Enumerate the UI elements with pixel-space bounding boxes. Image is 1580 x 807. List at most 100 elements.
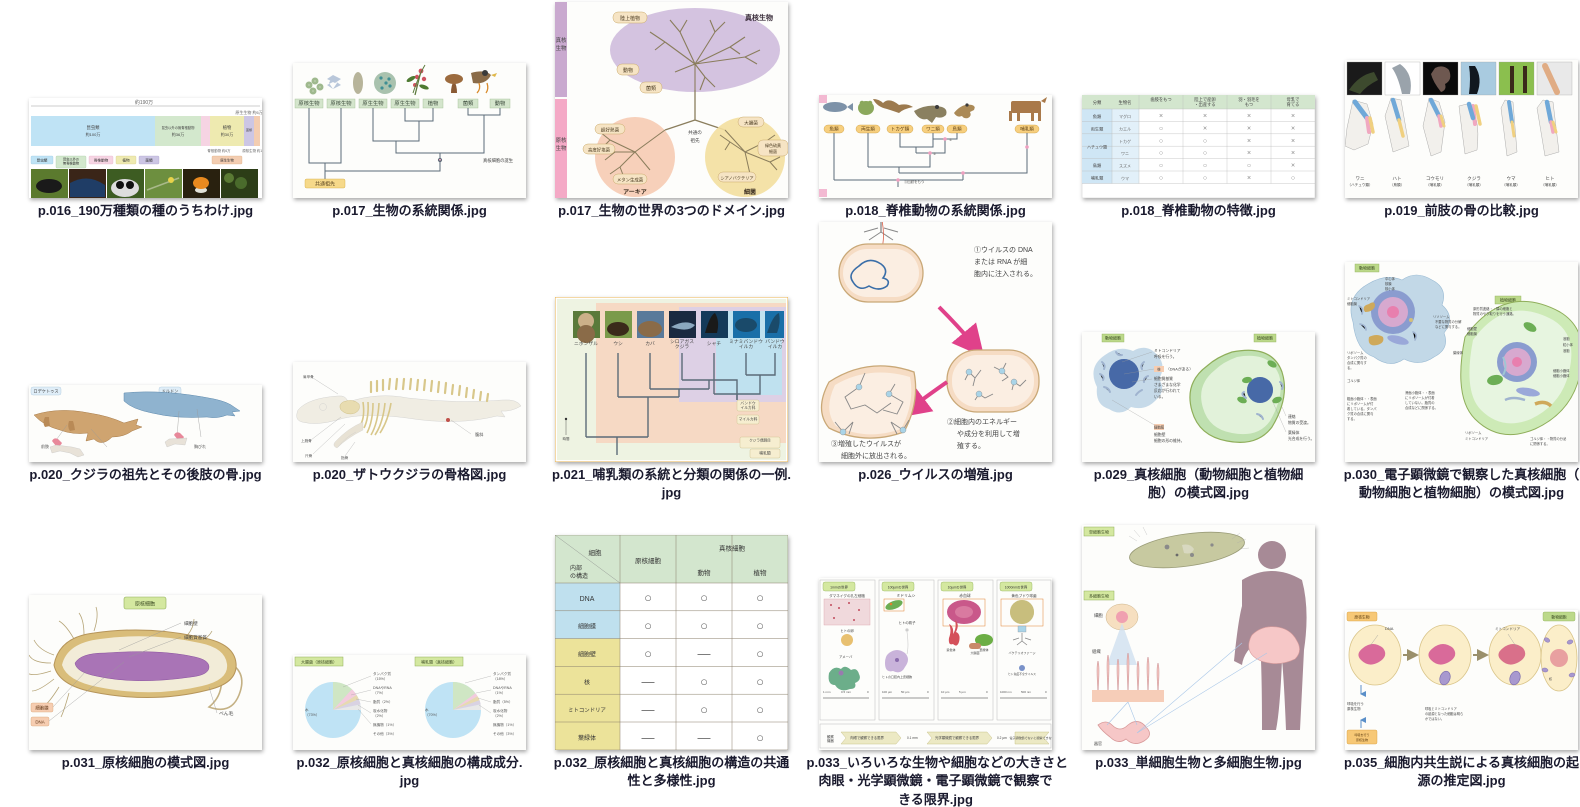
svg-text:5 µm: 5 µm	[959, 690, 966, 694]
svg-text:核: 核	[1549, 676, 1552, 681]
svg-text:イルカ科: イルカ科	[740, 405, 755, 410]
svg-text:連絡: 連絡	[1288, 414, 1296, 419]
svg-text:細胞: 細胞	[589, 548, 603, 557]
svg-text:赤血球: 赤血球	[959, 593, 971, 598]
svg-text:バンドウ: バンドウ	[740, 401, 756, 406]
svg-text:シロアガス: シロアガス	[670, 338, 694, 345]
svg-text:②細胞内のエネルギー: ②細胞内のエネルギー	[947, 417, 1017, 426]
svg-text:ク質の合成に関与: ク質の合成に関与	[1347, 411, 1373, 416]
svg-text:○: ○	[1159, 163, 1163, 170]
svg-text:していない。脂質の: していない。脂質の	[1405, 400, 1435, 405]
svg-text:○: ○	[1203, 138, 1207, 145]
svg-text:アメーバ: アメーバ	[839, 654, 853, 659]
svg-text:葉緑体: 葉緑体	[1453, 350, 1464, 355]
svg-text:細胞膜: 細胞膜	[1154, 425, 1165, 430]
svg-text:カバ: カバ	[645, 341, 655, 347]
svg-text:原核生物: 原核生物	[330, 99, 352, 107]
svg-text:祖先: 祖先	[690, 137, 700, 144]
svg-text:ニホンザル: ニホンザル	[574, 341, 598, 347]
svg-text:動物: 動物	[698, 568, 712, 577]
svg-text:（1%）: （1%）	[493, 690, 505, 695]
svg-text:にリボソームが付着: にリボソームが付着	[1405, 395, 1435, 400]
svg-text:ヒトの卵: ヒトの卵	[840, 628, 854, 633]
svg-text:10µmの世界: 10µmの世界	[948, 585, 967, 590]
svg-text:スズメ: スズメ	[1119, 163, 1131, 169]
svg-text:ゴルジ体・・物質の分泌: ゴルジ体・・物質の分泌	[1530, 436, 1567, 441]
svg-text:○: ○	[1159, 175, 1163, 182]
svg-text:（ハチュウ類）: （ハチュウ類）	[1347, 182, 1372, 187]
svg-text:昆虫類: 昆虫類	[87, 124, 101, 131]
svg-text:着している。タンパ: 着している。タンパ	[1347, 406, 1377, 411]
svg-text:陸上植物: 陸上植物	[620, 15, 640, 22]
svg-text:トカゲ類: トカゲ類	[891, 126, 910, 133]
svg-text:ヒトの精子: ヒトの精子	[899, 620, 917, 625]
svg-text:昆虫以外の無脊椎動物: 昆虫以外の無脊椎動物	[162, 125, 196, 130]
svg-text:―: ―	[642, 702, 655, 717]
svg-text:尺骨: 尺骨	[305, 453, 313, 458]
svg-text:両生類: 両生類	[1091, 125, 1104, 132]
svg-text:DNA: DNA	[35, 720, 44, 725]
svg-text:約36万: 約36万	[172, 131, 184, 137]
svg-text:①ウイルスの DNA: ①ウイルスの DNA	[974, 246, 1033, 254]
svg-text:バクテリオファージ: バクテリオファージ	[1009, 650, 1036, 655]
svg-text:細胞膜: 細胞膜	[578, 623, 596, 631]
svg-text:○: ○	[700, 702, 708, 717]
svg-text:植物: 植物	[428, 99, 439, 107]
svg-text:DNAやRNA: DNAやRNA	[373, 685, 392, 690]
svg-text:カエル: カエル	[1119, 126, 1131, 131]
svg-text:植物: 植物	[122, 157, 130, 162]
svg-text:0.5 mm: 0.5 mm	[841, 690, 852, 694]
svg-text:細胞壁: 細胞壁	[1467, 326, 1478, 331]
svg-text:（70%）: （70%）	[425, 712, 439, 717]
svg-text:マイルカ科: マイルカ科	[739, 417, 758, 422]
svg-text:胞内に注入される。: 胞内に注入される。	[974, 269, 1037, 278]
svg-text:×: ×	[1247, 150, 1251, 157]
svg-text:○: ○	[700, 674, 708, 689]
svg-text:または RNA が細: または RNA が細	[974, 257, 1027, 266]
svg-text:胸びれ: 胸びれ	[194, 443, 206, 449]
svg-text:DNA: DNA	[1385, 626, 1394, 631]
svg-text:に関係する。: に関係する。	[1530, 441, 1550, 446]
svg-text:ミトコンドリア: ミトコンドリア	[1465, 436, 1489, 441]
svg-text:粗面小胞体・・表面: 粗面小胞体・・表面	[1347, 396, 1377, 401]
svg-text:原核生物: 原核生物	[298, 99, 320, 107]
svg-text:リソソーム: リソソーム	[1433, 314, 1450, 319]
svg-text:ミトコンドリア: ミトコンドリア	[1495, 626, 1521, 631]
svg-text:1mmの世界: 1mmの世界	[830, 585, 848, 590]
svg-text:○: ○	[644, 618, 652, 633]
svg-text:1 mm: 1 mm	[823, 690, 831, 694]
svg-text:○: ○	[700, 618, 708, 633]
svg-text:菌類: 菌類	[145, 157, 153, 162]
svg-text:―: ―	[642, 674, 655, 689]
svg-text:細胞膜: 細胞膜	[1347, 301, 1358, 306]
svg-text:原生生物 約6万: 原生生物 約6万	[235, 109, 262, 115]
svg-text:ダマネイグの孔左細胞: ダマネイグの孔左細胞	[829, 593, 865, 598]
svg-text:③四肢をもつ: ③四肢をもつ	[904, 179, 925, 184]
svg-text:緑色硫黄: 緑色硫黄	[765, 142, 781, 148]
svg-text:×: ×	[1291, 113, 1295, 120]
svg-text:超好熱菌: 超好熱菌	[601, 127, 620, 134]
svg-text:クジラ: クジラ	[675, 344, 690, 350]
svg-text:原生生物: 原生生物	[220, 157, 234, 162]
svg-text:動物: 動物	[623, 67, 633, 74]
svg-text:もつ: もつ	[1245, 102, 1253, 107]
svg-text:原核細胞: 原核細胞	[135, 601, 155, 608]
svg-text:アーキア: アーキア	[623, 189, 647, 196]
svg-text:動物: 動物	[495, 99, 506, 107]
svg-text:組織: 組織	[1092, 648, 1101, 655]
svg-text:ミナミバンドウ: ミナミバンドウ	[729, 338, 763, 345]
svg-text:ミトコンドリア: ミトコンドリア	[568, 707, 606, 714]
svg-text:500 nm: 500 nm	[1021, 690, 1032, 694]
svg-text:物質の受渡。: 物質の受渡。	[1288, 420, 1311, 425]
svg-text:ゴルジ体: ゴルジ体	[1347, 378, 1361, 383]
svg-text:原核生物: 原核生物	[1354, 615, 1369, 620]
svg-text:細胞質基質: 細胞質基質	[184, 634, 207, 641]
svg-text:原核: 原核	[556, 136, 567, 144]
svg-text:○: ○	[756, 702, 764, 717]
svg-text:動物細胞: 動物細胞	[1359, 265, 1375, 271]
svg-text:呼吸を行う。: 呼吸を行う。	[1154, 354, 1177, 359]
svg-text:細胞小器体: 細胞小器体	[1553, 368, 1570, 373]
svg-text:呼吸を行う: 呼吸を行う	[1354, 732, 1369, 737]
svg-text:べん毛: べん毛	[219, 710, 234, 717]
svg-text:（7%）: （7%）	[373, 690, 385, 695]
